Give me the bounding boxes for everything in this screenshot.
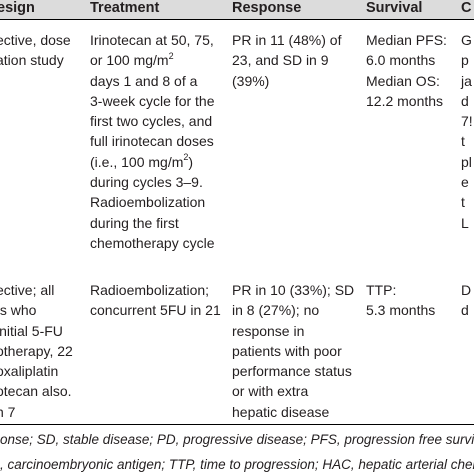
table-header-row: esign Treatment Response Survival C <box>0 0 474 19</box>
row2-treatment: Radioembolization; concurrent 5FU in 21 <box>90 282 221 319</box>
header-treatment: Treatment <box>90 0 160 16</box>
row1-survival: Median PFS: 6.0 months Median OS: 12.2 m… <box>366 32 447 109</box>
footnote-line-1: onse; SD, stable disease; PD, progressiv… <box>0 432 474 447</box>
row1-treatment: Irinotecan at 50, 75, or 100 mg/m2 durin… <box>90 32 215 251</box>
header-survival: Survival <box>366 0 423 16</box>
row1-comments: G p ja d 7! t pl e t L <box>461 32 473 231</box>
row2-design: ective; all ts who initial 5-FU otherapy… <box>0 282 73 420</box>
row2-comments: D d <box>461 282 472 319</box>
header-response: Response <box>232 0 302 16</box>
row1-design: ective, dose ation study <box>0 32 71 69</box>
row1-response: PR in 11 (48%) of 23, and SD in 9 (39%) <box>232 32 342 89</box>
header-comments: C <box>461 0 472 16</box>
header-rule <box>0 19 474 20</box>
row2-survival: TTP: 5.3 months <box>366 282 436 319</box>
footnote-line-2: , carcinoembryonic antigen; TTP, time to… <box>0 457 474 472</box>
row2-response: PR in 10 (33%); SD in 8 (27%); no respon… <box>232 282 355 420</box>
table-bottom-rule <box>0 424 474 425</box>
header-design: esign <box>0 0 35 16</box>
